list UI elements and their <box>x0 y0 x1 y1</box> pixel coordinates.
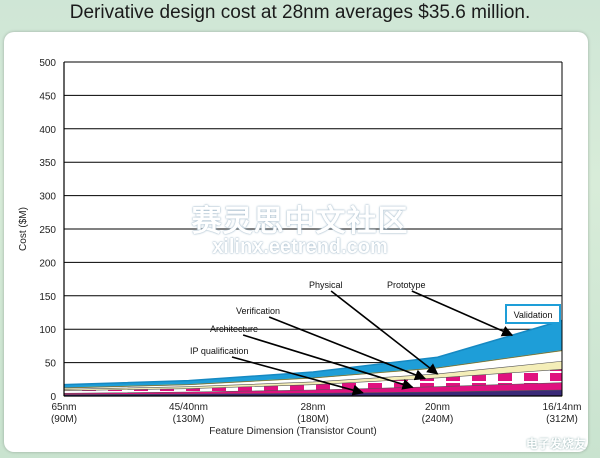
page-headline: Derivative design cost at 28nm averages … <box>69 2 531 23</box>
y-tick-label: 400 <box>39 125 56 136</box>
watermark-cn: 赛灵思中文社区 <box>191 205 409 238</box>
annotation-label: Architecture <box>210 324 258 334</box>
annotation-arrow <box>231 356 364 396</box>
grid-lines <box>64 61 563 397</box>
y-tick-label: 300 <box>39 192 56 203</box>
annotation-label: Verification <box>236 306 280 316</box>
line-validation <box>63 319 563 386</box>
x-tick-label: 28nm <box>300 402 325 413</box>
chart-panel: 0 50 100 150 200 250 300 350 400 450 500 65nm (90M) 4… <box>4 32 588 452</box>
annotation-label: IP qualification <box>190 346 248 356</box>
y-tick-label: 200 <box>39 258 56 269</box>
cost-chart: 0 50 100 150 200 250 300 350 400 450 500 65nm(90M) 4… <box>18 58 581 437</box>
y-tick-label: 450 <box>39 91 56 102</box>
annotation-label: Validation <box>514 310 553 320</box>
x-tick-label: 65nm <box>51 402 76 413</box>
annotation-arrow <box>268 316 427 381</box>
x-tick-sublabel: (90M) <box>51 414 77 425</box>
x-tick-label: 45/40nm <box>169 402 208 413</box>
x-tick-sublabel: (130M) <box>173 414 205 425</box>
line-ip-qualification <box>63 389 563 395</box>
annotation-label: Physical <box>309 280 343 290</box>
y-tick-label: 100 <box>39 325 56 336</box>
corner-watermark: 电子发烧友 <box>525 437 586 451</box>
line-architecture <box>63 382 563 394</box>
x-tick-sublabel: (240M) <box>422 414 454 425</box>
y-tick-label: 0 <box>50 392 56 403</box>
y-tick-label: 350 <box>39 158 56 169</box>
annotation-label: Prototype <box>387 280 426 290</box>
annotation-arrow <box>242 334 414 390</box>
annotations: Physical Prototype Verification Architectur… <box>190 280 561 396</box>
cost-areas <box>63 319 563 397</box>
x-axis-title: Feature Dimension (Transistor Count) <box>209 426 376 437</box>
x-tick-label: 16/14nm <box>543 402 582 413</box>
annotation-arrow <box>330 290 439 375</box>
y-axis-title: Cost ($M) <box>18 207 29 251</box>
watermark: 赛灵思中文社区 xilinx.eetrend.com <box>150 196 450 259</box>
y-tick-label: 250 <box>39 225 56 236</box>
x-tick-sublabel: (180M) <box>297 414 329 425</box>
x-tick-label: 20nm <box>425 402 450 413</box>
line-verification <box>63 368 563 391</box>
annotation-box <box>505 304 561 324</box>
area-ip-qualification <box>64 389 562 396</box>
y-tick-label: 50 <box>45 359 57 370</box>
y-tick-label: 150 <box>39 292 56 303</box>
line-physical <box>63 360 563 390</box>
axes: 0 50 100 150 200 250 300 350 400 450 500 65nm(90M) 4… <box>18 58 581 437</box>
annotation-arrow <box>411 290 514 337</box>
line-prototype <box>63 350 563 389</box>
y-tick-label: 500 <box>39 58 56 69</box>
x-tick-sublabel: (312M) <box>546 414 578 425</box>
watermark-url: xilinx.eetrend.com <box>212 236 388 258</box>
